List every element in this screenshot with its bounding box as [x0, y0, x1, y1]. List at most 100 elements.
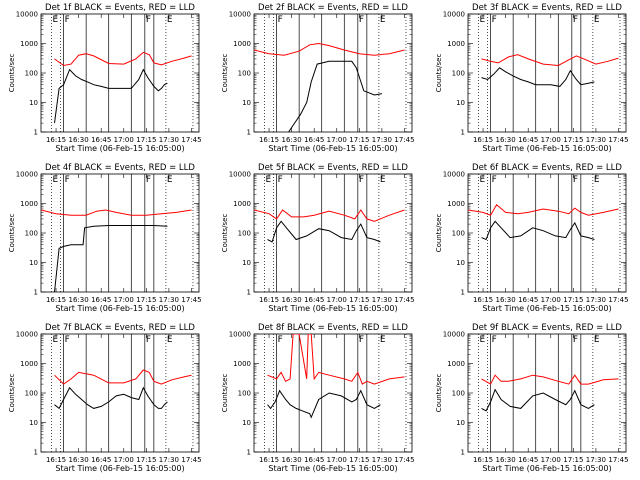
plot-title: Det 1f BLACK = Events, RED = LLD — [45, 3, 195, 13]
time-marker-label: F — [572, 175, 577, 185]
y-tick-label: 10 — [456, 419, 465, 427]
events-series-line — [480, 67, 595, 87]
y-axis-label: Counts/sec — [435, 54, 443, 93]
x-tick-label: 16:30 — [495, 136, 515, 144]
y-tick-label: 10000 — [442, 171, 464, 179]
x-axis-label: Start Time (06-Feb-15 16:05:00) — [482, 304, 611, 313]
time-marker-label: E — [167, 335, 173, 345]
time-marker-label: F — [359, 335, 364, 345]
detector-panel: Det 5f BLACK = Events, RED = LLD 1 10 100 10… — [213, 160, 426, 320]
y-tick-label: 10 — [456, 99, 465, 107]
plot-frame — [467, 173, 626, 293]
x-tick-label: 16:15 — [259, 456, 279, 464]
y-tick-label: 1 — [34, 289, 38, 297]
x-tick-label: 17:30 — [159, 456, 179, 464]
detector-plot: Det 9f BLACK = Events, RED = LLD 1 10 100 10… — [435, 323, 629, 473]
plot-frame — [253, 13, 413, 133]
x-tick-label: 17:45 — [395, 296, 415, 304]
time-marker-label: F — [491, 175, 496, 185]
x-tick-label: 16:15 — [473, 136, 493, 144]
x-axis-label: Start Time (06-Feb-15 16:05:00) — [482, 144, 611, 153]
x-tick-label: 17:45 — [181, 296, 201, 304]
x-tick-label: 16:45 — [518, 456, 538, 464]
x-axis-label: Start Time (06-Feb-15 16:05:00) — [55, 144, 184, 153]
y-tick-label: 100 — [238, 230, 251, 238]
lld-series-line — [54, 51, 192, 67]
x-axis-label: Start Time (06-Feb-15 16:05:00) — [269, 464, 398, 473]
y-tick-label: 100 — [25, 230, 38, 238]
time-marker-label: E — [380, 175, 386, 185]
detector-panel: Det 4f BLACK = Events, RED = LLD 1 10 100 10… — [0, 160, 213, 320]
y-tick-label: 1000 — [233, 360, 251, 368]
y-tick-label: 1000 — [447, 200, 465, 208]
x-tick-label: 16:45 — [518, 296, 538, 304]
x-axis-label: Start Time (06-Feb-15 16:05:00) — [482, 464, 611, 473]
x-tick-label: 16:30 — [282, 136, 302, 144]
x-tick-label: 17:30 — [585, 136, 605, 144]
time-marker-label: F — [572, 15, 577, 25]
time-marker-label: E — [593, 335, 599, 345]
y-tick-label: 100 — [238, 70, 251, 78]
events-series-line — [54, 386, 168, 410]
y-axis-label: Counts/sec — [221, 374, 229, 413]
detector-plot: Det 3f BLACK = Events, RED = LLD 1 10 100 10… — [435, 3, 629, 153]
y-tick-label: 1 — [247, 289, 251, 297]
y-tick-label: 10000 — [442, 331, 464, 339]
time-marker-label: E — [167, 175, 173, 185]
y-tick-label: 1000 — [233, 200, 251, 208]
events-series-line — [267, 220, 381, 243]
lld-series-line — [254, 209, 405, 222]
events-series-line — [54, 225, 168, 292]
time-marker-label: F — [65, 175, 70, 185]
y-tick-label: 1 — [247, 449, 251, 457]
x-tick-label: 17:30 — [585, 296, 605, 304]
x-tick-label: 17:00 — [540, 456, 560, 464]
y-tick-label: 10 — [242, 259, 251, 267]
detector-plot: Det 6f BLACK = Events, RED = LLD 1 10 100 10… — [435, 163, 629, 313]
x-axis-label: Start Time (06-Feb-15 16:05:00) — [269, 304, 398, 313]
plot-frame — [253, 333, 413, 453]
time-marker-label: F — [278, 335, 283, 345]
events-series-line — [480, 388, 595, 412]
detector-plot: Det 1f BLACK = Events, RED = LLD 1 10 100 10… — [8, 3, 202, 153]
x-tick-label: 17:00 — [327, 136, 347, 144]
x-tick-label: 16:30 — [69, 296, 89, 304]
y-tick-label: 10000 — [442, 11, 464, 19]
x-tick-label: 17:30 — [372, 456, 392, 464]
x-tick-label: 17:00 — [114, 456, 134, 464]
x-tick-label: 16:30 — [69, 136, 89, 144]
y-tick-label: 100 — [25, 70, 38, 78]
x-tick-label: 16:45 — [518, 136, 538, 144]
y-tick-label: 10 — [29, 259, 38, 267]
y-tick-label: 1000 — [20, 40, 38, 48]
x-tick-label: 16:15 — [259, 136, 279, 144]
x-tick-label: 17:00 — [327, 296, 347, 304]
time-marker-label: E — [167, 15, 173, 25]
y-tick-label: 10000 — [16, 171, 38, 179]
y-axis-label: Counts/sec — [435, 374, 443, 413]
x-tick-label: 16:30 — [495, 296, 515, 304]
x-tick-label: 16:30 — [282, 456, 302, 464]
x-tick-label: 17:15 — [136, 136, 156, 144]
time-marker-label: F — [359, 15, 364, 25]
x-tick-label: 16:30 — [69, 456, 89, 464]
time-marker-label: E — [53, 15, 59, 25]
x-tick-label: 17:00 — [540, 296, 560, 304]
x-tick-label: 17:00 — [327, 456, 347, 464]
x-axis-label: Start Time (06-Feb-15 16:05:00) — [55, 464, 184, 473]
plot-title: Det 5f BLACK = Events, RED = LLD — [258, 163, 408, 173]
y-axis-label: Counts/sec — [221, 54, 229, 93]
x-tick-label: 17:15 — [563, 456, 583, 464]
y-tick-label: 100 — [451, 390, 464, 398]
detector-panel: Det 8f BLACK = Events, RED = LLD 1 10 100 10… — [213, 320, 426, 480]
y-tick-label: 1 — [34, 449, 38, 457]
x-tick-label: 17:00 — [540, 136, 560, 144]
x-tick-label: 16:45 — [91, 456, 111, 464]
x-tick-label: 17:30 — [372, 136, 392, 144]
time-marker-label: E — [479, 335, 485, 345]
y-tick-label: 100 — [238, 390, 251, 398]
y-tick-label: 100 — [25, 390, 38, 398]
time-marker-label: F — [491, 335, 496, 345]
y-tick-label: 10000 — [16, 331, 38, 339]
x-tick-label: 17:15 — [563, 296, 583, 304]
